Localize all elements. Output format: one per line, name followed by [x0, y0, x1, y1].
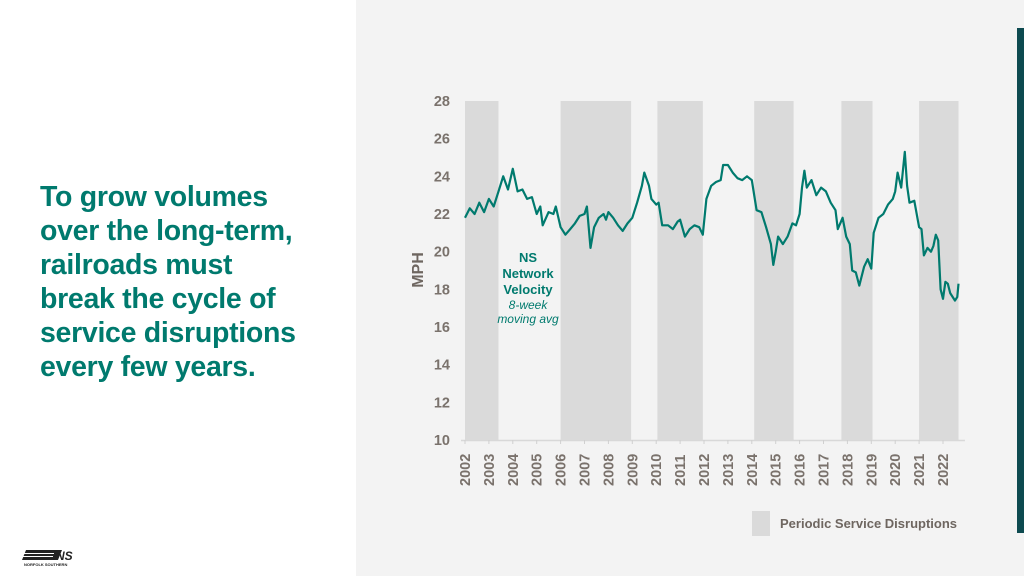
y-tick-label: 12: [434, 395, 450, 411]
x-tick-label: 2017: [817, 454, 833, 486]
x-tick-label: 2018: [840, 454, 856, 486]
annotation-subtitle: moving avg: [497, 312, 559, 326]
y-tick-label: 28: [434, 94, 450, 110]
disruption-band: [841, 101, 873, 440]
disruption-band: [560, 101, 632, 440]
x-tick-label: 2005: [530, 454, 546, 486]
y-axis-label: MPH: [410, 252, 427, 288]
x-tick-label: 2010: [649, 454, 665, 486]
annotation-title: Velocity: [503, 282, 553, 297]
y-tick-label: 24: [434, 169, 450, 185]
x-tick-label: 2020: [888, 454, 904, 486]
svg-text:NORFOLK SOUTHERN: NORFOLK SOUTHERN: [24, 562, 67, 567]
series-line: [464, 150, 960, 302]
headline-line: every few years.: [40, 351, 256, 383]
x-tick-label: 2011: [673, 455, 689, 486]
x-tick-label: 2003: [482, 454, 498, 486]
x-tick-label: 2014: [745, 454, 761, 486]
norfolk-southern-logo: NS NORFOLK SOUTHERN: [22, 549, 73, 567]
headline-line: break the cycle of: [40, 283, 276, 315]
x-tick-label: 2004: [506, 454, 522, 486]
x-tick-label: 2007: [578, 454, 594, 486]
y-tick-label: 18: [434, 282, 450, 298]
disruption-band: [754, 101, 794, 440]
svg-text:NS: NS: [56, 549, 73, 563]
headline-line: To grow volumes: [40, 181, 268, 213]
y-tick-label: 14: [434, 358, 450, 374]
legend: Periodic Service Disruptions: [752, 511, 957, 536]
x-tick-label: 2008: [601, 454, 617, 486]
x-tick-label: 2006: [554, 454, 570, 486]
x-tick-label: 2015: [769, 454, 785, 486]
headline: To grow volumes over the long-term, rail…: [40, 180, 350, 384]
headline-line: service disruptions: [40, 317, 296, 349]
y-tick-label: 10: [434, 433, 450, 449]
x-tick-label: 2012: [697, 454, 713, 486]
headline-line: over the long-term,: [40, 215, 293, 247]
disruption-band: [657, 101, 703, 440]
y-tick-label: 26: [434, 132, 450, 148]
headline-line: railroads must: [40, 249, 233, 281]
y-tick-label: 20: [434, 245, 450, 261]
x-tick-label: 2009: [625, 454, 641, 486]
annotation-title: Network: [502, 266, 554, 281]
x-tick-label: 2021: [912, 454, 928, 486]
left-panel: To grow volumes over the long-term, rail…: [0, 0, 356, 576]
x-tick-label: 2002: [458, 454, 474, 486]
annotation-subtitle: 8-week: [509, 298, 549, 312]
x-tick-label: 2022: [936, 454, 952, 486]
disruption-band: [465, 101, 499, 440]
x-tick-label: 2019: [864, 454, 880, 486]
x-tick-label: 2013: [721, 454, 737, 486]
legend-swatch: [752, 511, 770, 536]
annotation-title: NS: [519, 250, 537, 265]
legend-label: Periodic Service Disruptions: [780, 516, 958, 531]
y-tick-label: 22: [434, 207, 450, 223]
accent-bar: [1017, 28, 1024, 533]
x-tick-label: 2016: [793, 454, 809, 486]
y-tick-label: 16: [434, 320, 450, 336]
